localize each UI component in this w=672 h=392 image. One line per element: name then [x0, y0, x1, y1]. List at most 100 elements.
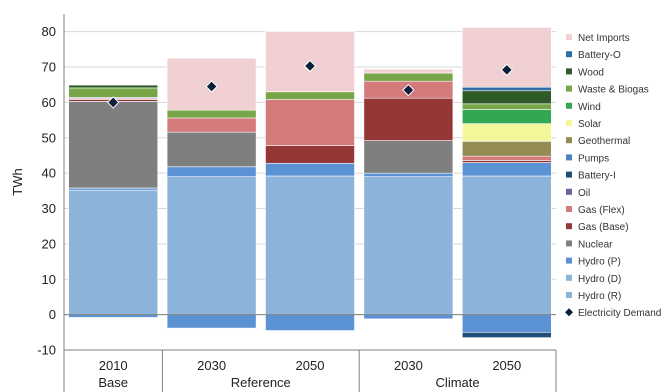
- legend-swatch: [566, 257, 572, 264]
- bar-segment-hydro-r-: [166, 176, 257, 315]
- y-axis-title: TWh: [10, 168, 25, 195]
- demand-markers: [106, 59, 514, 109]
- bar-segment-gas-flex-: [166, 117, 257, 133]
- x-category-label: 2050: [296, 358, 325, 373]
- bar-segment-hydro-r-: [68, 189, 159, 315]
- legend-label: Wood: [578, 67, 604, 78]
- y-tick-label: 10: [42, 272, 56, 287]
- legend-label: Solar: [578, 119, 602, 130]
- x-category-label: 2030: [394, 358, 423, 373]
- bar-negative-battery-i: [461, 332, 552, 338]
- bar-segment-hydro-r-: [363, 176, 454, 315]
- legend-label: Waste & Biogas: [578, 85, 649, 96]
- y-tick-label: -10: [37, 343, 56, 358]
- legend-label: Hydro (D): [578, 274, 621, 285]
- legend-label: Hydro (P): [578, 257, 621, 268]
- bar-segment-nuclear: [166, 131, 257, 168]
- bar-segment-gas-base-: [461, 160, 552, 163]
- bar-negative-hydro-p-: [461, 314, 552, 333]
- y-tick-label: 50: [42, 130, 56, 145]
- y-tick-label: 60: [42, 95, 56, 110]
- legend-swatch: [566, 85, 572, 92]
- legend-swatch: [566, 120, 572, 126]
- bar-segment-waste-biogas: [166, 109, 257, 119]
- legend-swatch: [566, 34, 572, 40]
- legend-swatch: [566, 206, 572, 212]
- demand-marker: [205, 80, 218, 93]
- bar-segment-net-imports: [461, 27, 552, 88]
- bar-negative-hydro-p-: [265, 314, 355, 331]
- legend-label: Geothermal: [578, 136, 630, 147]
- y-tick-label: 0: [49, 307, 56, 322]
- legend-label: Oil: [578, 188, 590, 199]
- demand-marker: [500, 63, 514, 77]
- demand-marker: [303, 59, 317, 73]
- legend: Net Imports Battery-O Wood Waste & Biogas Wi…: [565, 33, 661, 319]
- legend-label: Nuclear: [578, 239, 613, 250]
- bar-negative-hydro-p-: [166, 314, 257, 329]
- bar-segment-hydro-p-: [68, 187, 159, 191]
- y-tick-label: 40: [42, 166, 56, 181]
- bar-segment-gas-base-: [265, 145, 355, 164]
- legend-label: Net Imports: [578, 33, 630, 44]
- y-tick-label: 20: [42, 236, 56, 251]
- legend-label: Electricity Demand: [578, 308, 661, 319]
- bar-segment-waste-biogas: [68, 87, 159, 98]
- bar-segment-gas-flex-: [265, 99, 355, 146]
- legend-swatch: [566, 240, 572, 247]
- legend-label: Battery-O: [578, 50, 621, 61]
- legend-label: Wind: [578, 102, 601, 113]
- bar-segment-hydro-p-: [265, 162, 355, 177]
- bar-segment-waste-biogas: [461, 103, 552, 110]
- legend-swatch: [566, 223, 572, 230]
- x-group-label: Climate: [436, 375, 480, 390]
- bar-segment-solar: [461, 123, 552, 142]
- demand-marker: [402, 83, 415, 97]
- demand-marker: [106, 96, 120, 109]
- legend-swatch: [566, 68, 572, 75]
- legend-swatch: [566, 154, 572, 161]
- legend-swatch: [566, 274, 572, 281]
- legend-label: Hydro (R): [578, 291, 621, 302]
- legend-swatch: [566, 292, 572, 298]
- x-category-label: 2010: [99, 358, 128, 373]
- legend-label: Gas (Base): [578, 222, 629, 233]
- bar-segment-hydro-p-: [363, 172, 454, 177]
- x-category-label: 2050: [492, 358, 521, 373]
- bar-segment-wood: [461, 90, 552, 105]
- legend-label: Gas (Flex): [578, 205, 625, 216]
- bar-segment-hydro-r-: [461, 175, 552, 315]
- bar-segment-nuclear: [68, 101, 159, 189]
- legend-label: Pumps: [578, 153, 609, 164]
- bar-segment-hydro-p-: [461, 162, 552, 177]
- y-tick-label: 80: [42, 24, 56, 39]
- bar-segment-waste-biogas: [363, 72, 454, 82]
- legend-swatch: [565, 308, 573, 317]
- bar-segment-wind: [461, 109, 552, 124]
- bar-segment-geothermal: [461, 141, 552, 157]
- x-group-label: Base: [98, 375, 128, 390]
- bar-segment-waste-biogas: [265, 91, 355, 100]
- bar-segment-hydro-r-: [265, 175, 355, 315]
- legend-swatch: [566, 51, 572, 58]
- x-group-label: Reference: [231, 375, 291, 390]
- bar-segment-battery-o: [461, 86, 552, 92]
- bar-series: [68, 27, 552, 338]
- x-category-label: 2030: [197, 358, 226, 373]
- bar-segment-wood: [68, 84, 159, 89]
- bar-segment-nuclear: [363, 140, 454, 174]
- legend-label: Battery-I: [578, 171, 616, 182]
- y-tick-label: 30: [42, 201, 56, 216]
- legend-swatch: [566, 102, 572, 109]
- legend-swatch: [566, 188, 572, 195]
- bar-negative-hydro-p-: [363, 314, 454, 320]
- bar-segment-hydro-p-: [166, 166, 257, 177]
- legend-swatch: [566, 171, 572, 178]
- bar-segment-net-imports: [363, 68, 454, 74]
- y-tick-label: 70: [42, 60, 56, 75]
- bar-segment-gas-flex-: [461, 155, 552, 161]
- bar-segment-gas-base-: [363, 97, 454, 141]
- legend-swatch: [566, 137, 572, 144]
